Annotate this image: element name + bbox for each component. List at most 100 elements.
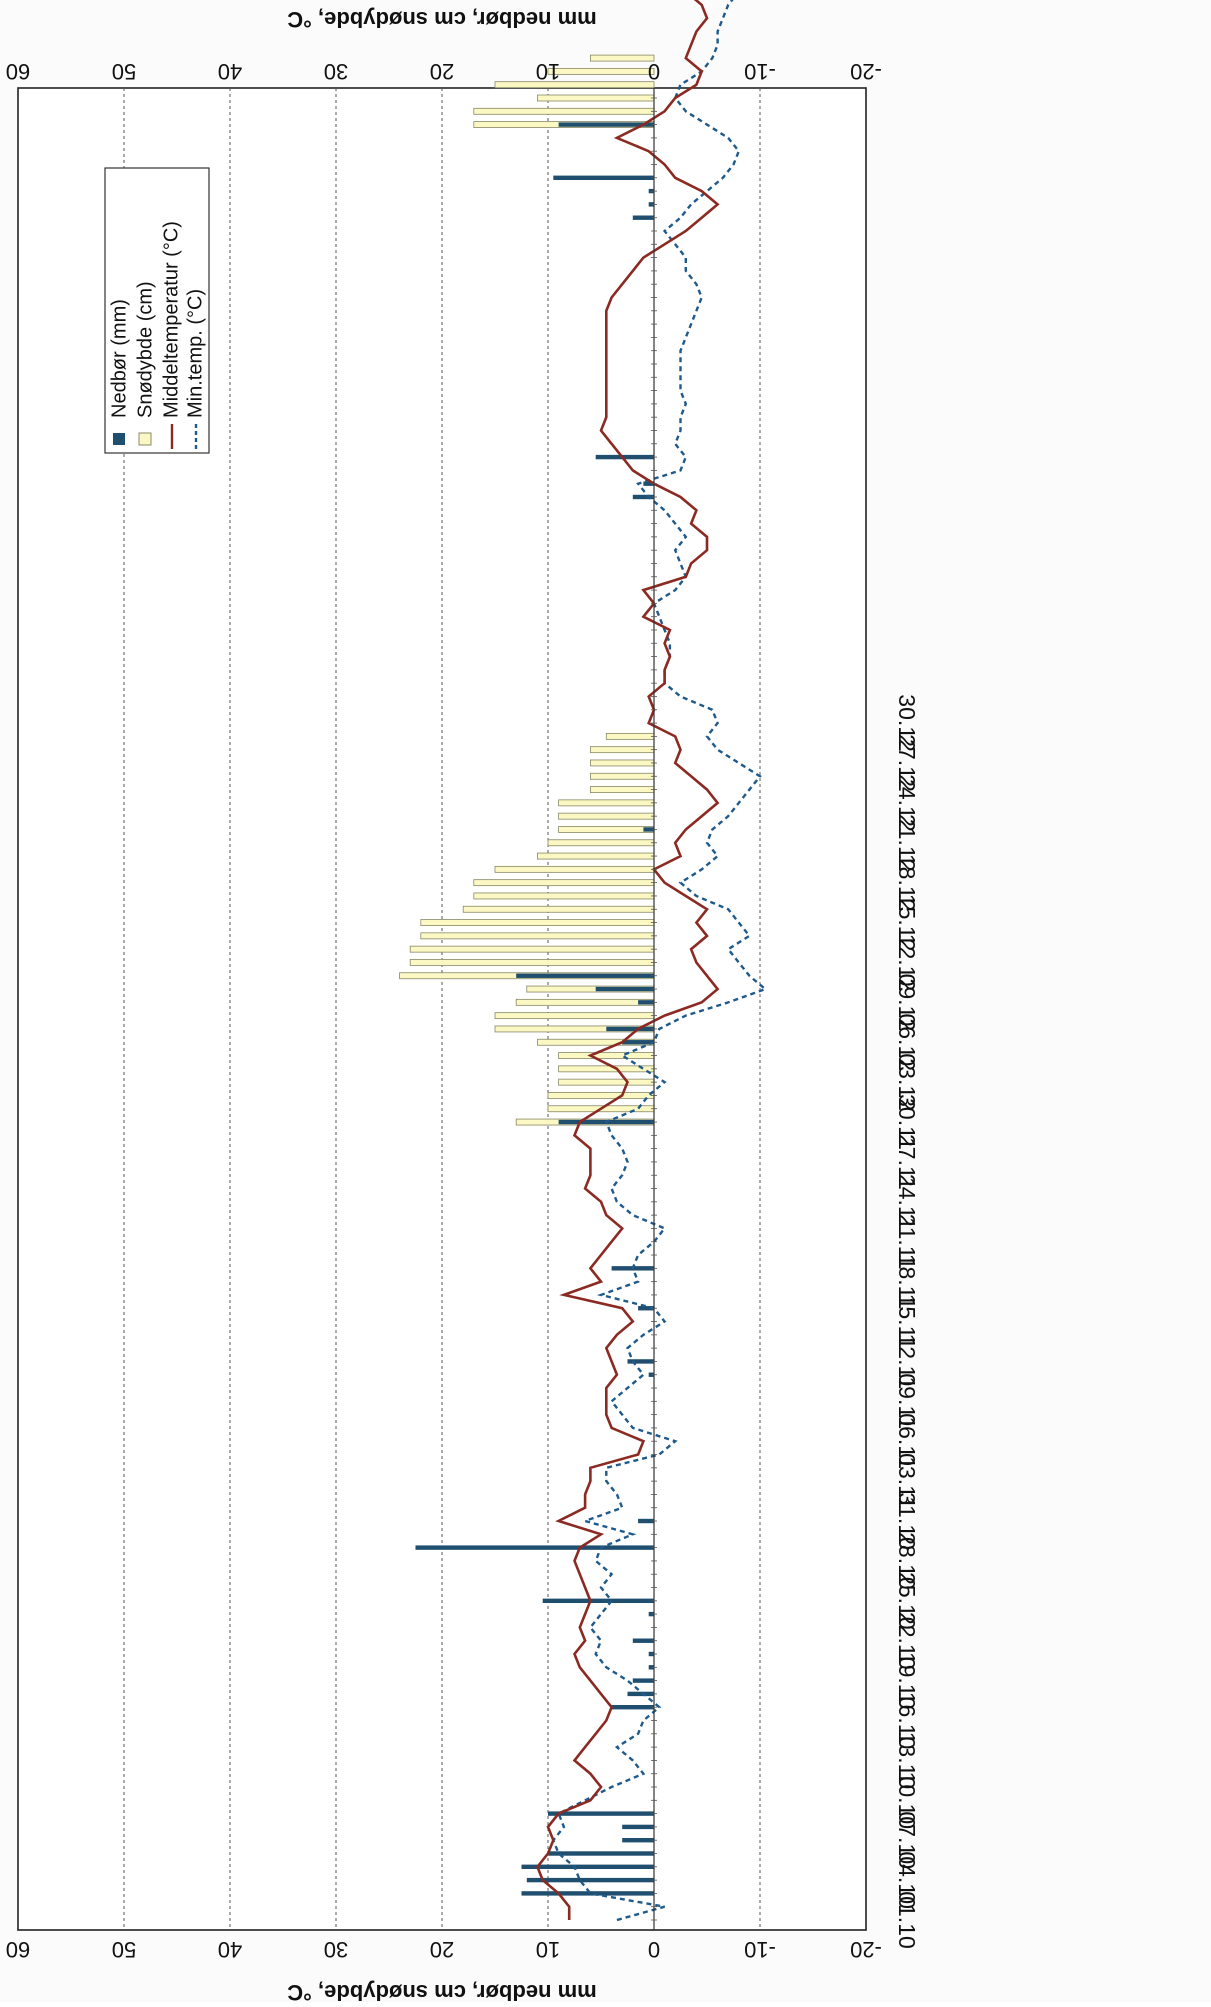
axes: -20 -20 -10 -10 0 0 10 10 20 20 30 30 40 40 50 50 60 60 mm…: [6, 7, 920, 2005]
value-tick-label-top: -10: [744, 59, 776, 84]
date-tick-label: 22.10: [894, 1612, 920, 1670]
precip-bar: [632, 1638, 654, 1643]
snow-bar: [473, 879, 655, 887]
precip-bar: [627, 1691, 654, 1697]
snow-bar: [462, 905, 655, 913]
precip-bar: [632, 1678, 654, 1683]
snow-bar: [420, 932, 655, 940]
snow-bar: [605, 732, 655, 740]
precip-bar: [622, 1824, 654, 1830]
precip-bar: [632, 215, 654, 220]
snow-bar: [494, 81, 655, 89]
precip-bar: [521, 1864, 654, 1870]
precip-bar: [643, 481, 654, 486]
temperature-lines: [535, 0, 768, 1922]
value-tick-label-top: 50: [112, 59, 136, 84]
legend: Nedbør (mm) Snødybde (cm) Middeltemperatur…: [104, 167, 210, 454]
date-tick-label: 12.12: [894, 934, 920, 992]
precip-bar: [611, 1705, 654, 1710]
snow-bar: [537, 852, 655, 860]
snow-bar: [515, 998, 655, 1006]
date-tick-label: 06.12: [894, 1013, 920, 1071]
value-tick-label-bottom: -20: [850, 1937, 882, 1962]
precip-bar: [521, 1891, 654, 1896]
precip-bar: [548, 1851, 654, 1856]
precip-bar: [558, 122, 654, 127]
snow-bar: [494, 865, 655, 873]
date-tick-label: 03.12: [894, 1053, 920, 1111]
date-tick-label: 30.11: [894, 1094, 920, 1150]
legend-box: [104, 167, 210, 454]
mean-temp-line: [535, 0, 720, 1920]
snow-bar: [558, 1078, 655, 1086]
precip-bar: [526, 1877, 654, 1883]
value-tick-label-top: 60: [6, 59, 30, 84]
snow-bar: [409, 959, 655, 966]
value-tick-label-top: 0: [648, 59, 660, 84]
snow-depth-bars: [399, 54, 655, 1126]
value-tick-label-bottom: 40: [218, 1937, 242, 1962]
precip-bar: [595, 454, 654, 460]
value-tick-label-bottom: -10: [744, 1937, 776, 1962]
date-tick-label: 19.10: [894, 1652, 920, 1710]
value-tick-label-bottom: 60: [6, 1937, 30, 1962]
snow-bar: [590, 759, 655, 767]
legend-label: Snødybde (cm): [134, 281, 156, 418]
snow-bar: [558, 1052, 655, 1059]
date-tick-label: 24.12: [894, 774, 920, 832]
precip-bar: [595, 986, 654, 992]
value-tick-label-bottom: 10: [536, 1937, 560, 1962]
snow-bar: [420, 919, 655, 926]
precip-bar: [622, 1040, 654, 1045]
value-tick-label-top: 20: [430, 59, 454, 84]
min-temp-line: [551, 0, 768, 1922]
snow-bar: [547, 839, 655, 847]
precip-bar: [606, 1026, 654, 1032]
snow-bar: [558, 799, 655, 807]
precip-bar: [622, 1838, 654, 1843]
value-tick-label-top: 30: [324, 59, 348, 84]
date-tick-label: 04.10: [894, 1851, 920, 1909]
precip-bar: [638, 1518, 654, 1524]
precip-bar: [542, 1598, 654, 1604]
snow-bar: [590, 746, 655, 754]
date-tick-label: 27.12: [894, 734, 920, 792]
value-tick-label-top: 40: [218, 59, 242, 84]
date-tick-label: 12.11: [894, 1334, 920, 1390]
date-tick-label: 09.11: [894, 1373, 920, 1429]
date-tick-label: 15.11: [894, 1294, 920, 1350]
value-axis-title-top: mm nedbør, cm snødybde, °C: [287, 7, 597, 32]
date-tick-label: 15.12: [894, 894, 920, 952]
date-tick-label: 21.11: [894, 1214, 920, 1270]
snow-bar: [558, 812, 655, 820]
date-tick-label: 10.10: [894, 1772, 920, 1830]
value-axis-title-bottom: mm nedbør, cm snødybde, °C: [287, 1980, 597, 2002]
legend-swatch-precip: [113, 433, 125, 445]
precip-bar: [516, 973, 654, 978]
legend-swatch-snow: [138, 432, 152, 446]
date-tick-label: 27.11: [894, 1134, 920, 1190]
legend-label: Min.temp. (°C): [184, 289, 206, 418]
date-tick-label: 07.10: [894, 1811, 920, 1869]
date-tick-label: 18.11: [894, 1254, 920, 1310]
snow-bar: [547, 1092, 655, 1099]
snow-bar: [590, 772, 655, 780]
precip-bar: [638, 1306, 654, 1311]
date-tick-label: 03.11: [894, 1453, 920, 1509]
legend-label: Middeltemperatur (°C): [160, 221, 182, 418]
snow-bar: [409, 945, 655, 953]
precip-bar: [627, 1359, 654, 1364]
date-tick-label: 28.10: [894, 1532, 920, 1590]
value-tick-label-bottom: 0: [648, 1937, 660, 1962]
date-tick-label: 21.12: [894, 814, 920, 872]
precip-bar: [638, 1000, 654, 1005]
date-tick-label: 24.11: [894, 1174, 920, 1230]
date-tick-label: 01.10: [894, 1891, 920, 1949]
precip-bar: [548, 1811, 654, 1816]
snow-bar: [590, 786, 655, 793]
date-tick-label: 25.10: [894, 1572, 920, 1630]
date-tick-label: 09.12: [894, 974, 920, 1032]
value-tick-label-bottom: 20: [430, 1937, 454, 1962]
value-tick-label-top: 10: [536, 59, 560, 84]
